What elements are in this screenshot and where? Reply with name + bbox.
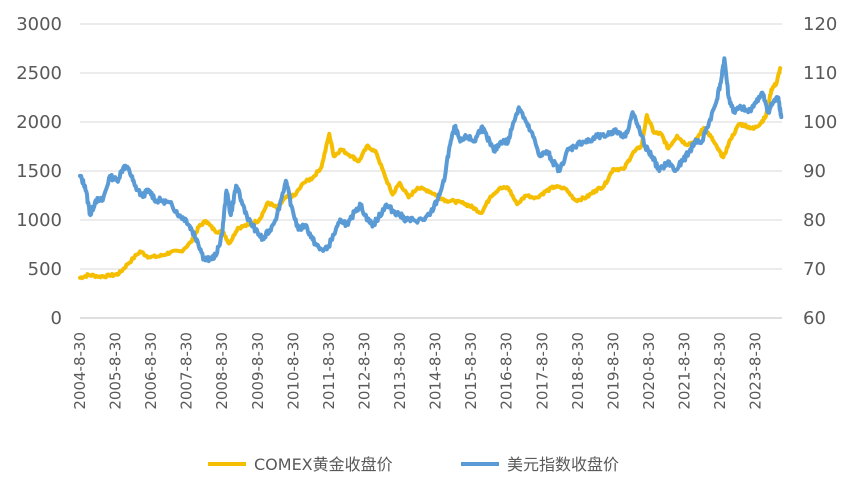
left-tick-label: 2000 xyxy=(16,112,62,133)
x-tick-label: 2007-8-30 xyxy=(178,332,196,410)
left-tick-label: 1500 xyxy=(16,161,62,182)
x-tick-label: 2018-8-30 xyxy=(569,332,587,410)
series-line-gold xyxy=(78,66,783,281)
series-line-dollar-index xyxy=(78,56,784,264)
right-tick-label: 100 xyxy=(803,112,837,133)
legend: COMEX黄金收盘价 美元指数收盘价 xyxy=(208,455,619,474)
left-y-axis: 0 500 1000 1500 2000 2500 3000 xyxy=(16,14,62,329)
x-tick-label: 2008-8-30 xyxy=(213,332,231,410)
right-y-axis: 60 70 80 90 100 110 120 xyxy=(803,14,837,329)
right-tick-label: 90 xyxy=(803,161,826,182)
right-tick-label: 80 xyxy=(803,210,826,231)
x-tick-label: 2023-8-30 xyxy=(747,332,765,410)
left-tick-label: 1000 xyxy=(16,210,62,231)
x-tick-label: 2009-8-30 xyxy=(249,332,267,410)
x-tick-label: 2006-8-30 xyxy=(142,332,160,410)
x-tick-label: 2005-8-30 xyxy=(107,332,125,410)
left-tick-label: 0 xyxy=(51,308,62,329)
x-tick-label: 2012-8-30 xyxy=(355,332,373,410)
left-tick-label: 3000 xyxy=(16,14,62,35)
left-tick-label: 500 xyxy=(28,259,62,280)
x-tick-label: 2015-8-30 xyxy=(462,332,480,410)
x-tick-label: 2019-8-30 xyxy=(604,332,622,410)
legend-label: 美元指数收盘价 xyxy=(507,455,619,474)
legend-label: COMEX黄金收盘价 xyxy=(254,455,393,474)
x-tick-label: 2011-8-30 xyxy=(320,332,338,410)
gridlines xyxy=(80,23,782,319)
x-axis: 2004-8-30 2005-8-30 2006-8-30 2007-8-30 2008… xyxy=(71,317,782,410)
x-tick-label: 2017-8-30 xyxy=(533,332,551,410)
x-tick-label: 2022-8-30 xyxy=(711,332,729,410)
left-tick-label: 2500 xyxy=(16,63,62,84)
x-tick-label: 2013-8-30 xyxy=(391,332,409,410)
x-tick-label: 2004-8-30 xyxy=(71,332,89,410)
x-tick-label: 2021-8-30 xyxy=(676,332,694,410)
right-tick-label: 60 xyxy=(803,308,826,329)
right-tick-label: 70 xyxy=(803,259,826,280)
right-tick-label: 110 xyxy=(803,63,837,84)
x-tick-label: 2020-8-30 xyxy=(640,332,658,410)
right-tick-label: 120 xyxy=(803,14,837,35)
x-tick-label: 2010-8-30 xyxy=(284,332,302,410)
series-lines xyxy=(78,56,784,281)
x-tick-label: 2016-8-30 xyxy=(498,332,516,410)
x-tick-label: 2014-8-30 xyxy=(427,332,445,410)
